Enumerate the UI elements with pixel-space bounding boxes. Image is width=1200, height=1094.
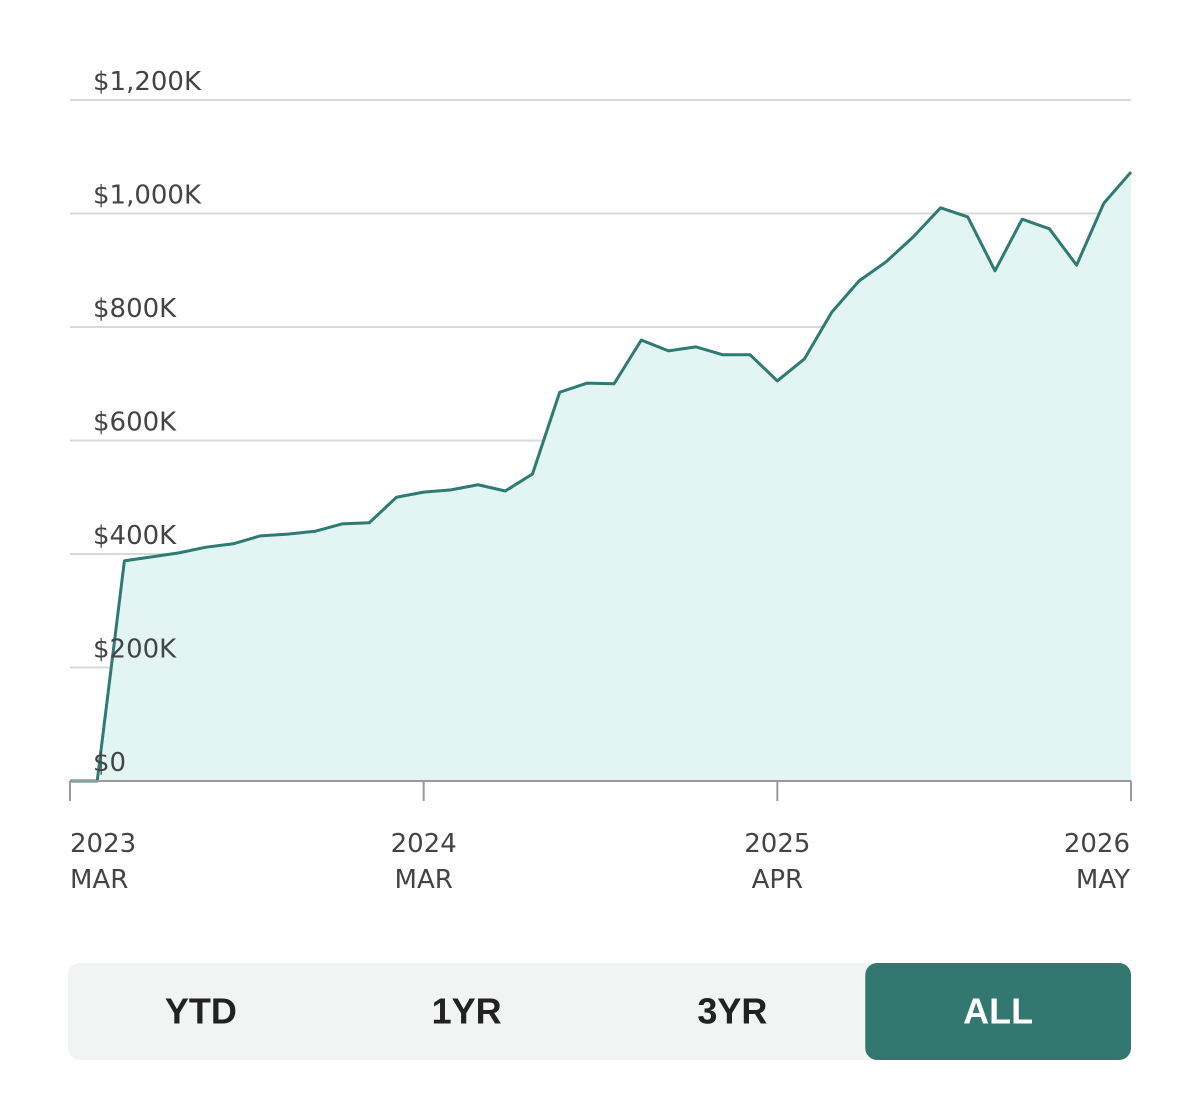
x-tick-label: 2025 (744, 829, 810, 859)
x-tick-label: MAY (1076, 865, 1130, 895)
range-button-label: YTD (165, 991, 237, 1032)
range-button-label: 3YR (697, 991, 767, 1032)
y-tick-label: $600K (93, 408, 177, 438)
x-tick-label: MAR (395, 865, 453, 895)
range-button-label: ALL (963, 991, 1033, 1032)
y-tick-label: $400K (93, 521, 177, 551)
x-tick-label: 2026 (1064, 829, 1130, 859)
range-button[interactable]: YTD (165, 991, 237, 1032)
x-tick-label: APR (752, 865, 804, 895)
y-tick-label: $800K (93, 294, 177, 324)
range-button-label: 1YR (432, 991, 502, 1032)
y-tick-label: $1,200K (93, 67, 202, 97)
range-button[interactable]: 3YR (697, 991, 767, 1032)
x-tick-label: 2024 (391, 829, 457, 859)
x-tick-label: MAR (70, 865, 128, 895)
line (70, 171, 1133, 783)
range-button[interactable]: 1YR (432, 991, 502, 1032)
y-tick-label: $0 (93, 748, 126, 778)
range-button-active (865, 963, 1131, 1060)
y-tick-label: $1,000K (93, 181, 202, 211)
range-button[interactable]: ALL (865, 963, 1131, 1060)
x-tick-label: 2023 (70, 829, 136, 859)
y-tick-label: $200K (93, 635, 177, 665)
area (70, 172, 1131, 781)
